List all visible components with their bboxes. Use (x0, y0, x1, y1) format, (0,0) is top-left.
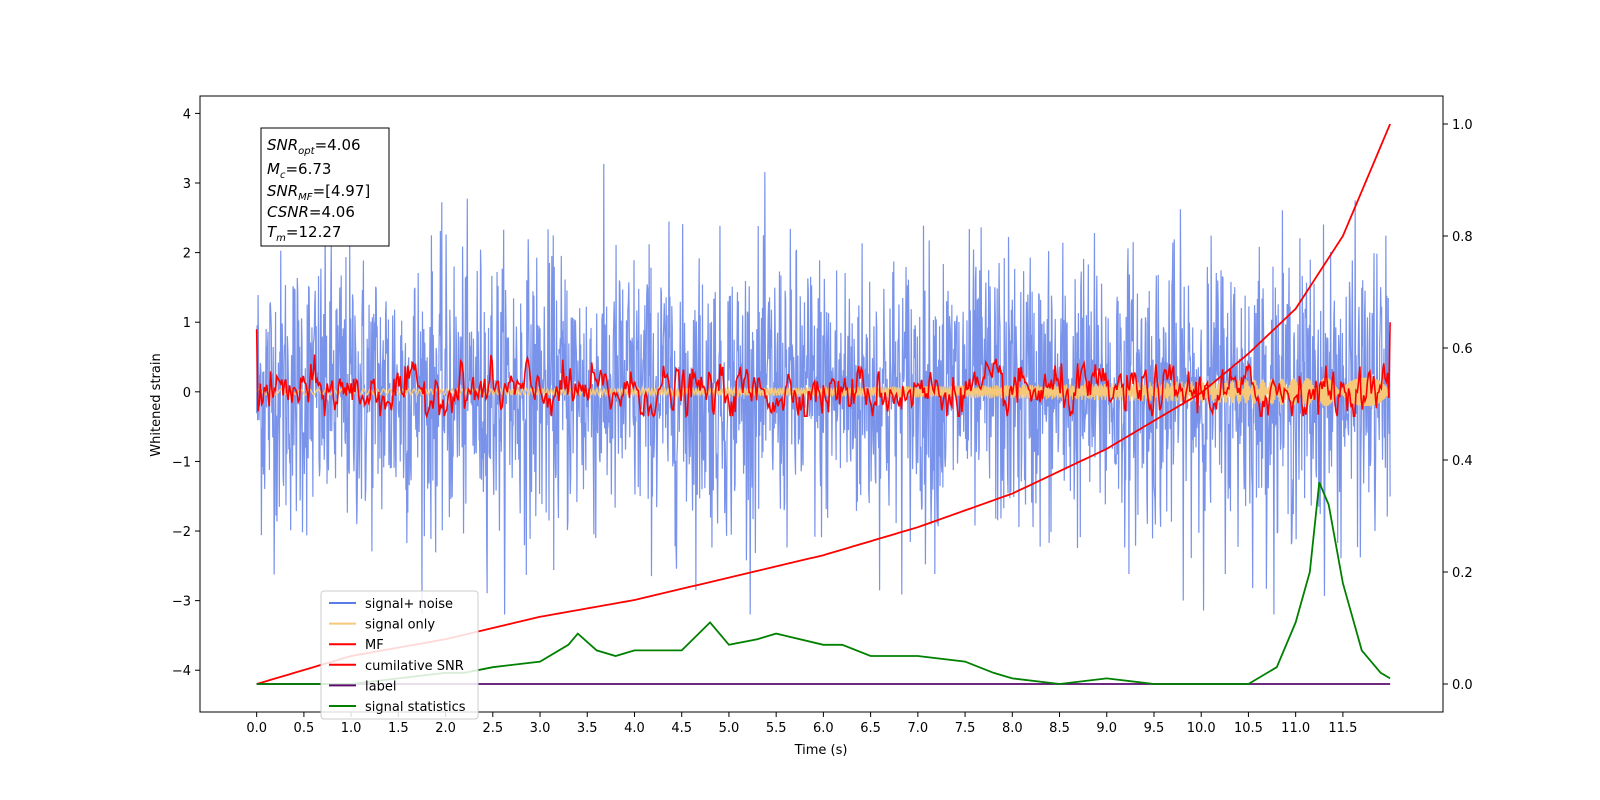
left-axis: −4 −3 −2 −1 0 1 2 3 4 (172, 107, 200, 679)
y2-tick-label: 0.0 (1452, 678, 1473, 693)
x-tick-label: 11.0 (1281, 721, 1310, 736)
legend-frame (320, 590, 479, 720)
y-tick-label: −1 (172, 455, 191, 470)
x-tick-label: 10.0 (1187, 721, 1216, 736)
x-tick-label: 9.0 (1096, 721, 1117, 736)
y-axis-label: Whitened strain (149, 353, 164, 456)
y2-tick-label: 1.0 (1452, 118, 1473, 133)
legend-label: cumilative SNR (365, 659, 464, 674)
info-snr-mf: SNRMF=[4.97] (267, 182, 370, 203)
info-box-frame (260, 127, 390, 247)
x-axis: 0.0 0.5 1.0 1.5 2.0 2.5 3.0 3.5 4.0 4.5 5.0 5.5 6.0 6… (246, 712, 1357, 736)
right-axis: 0.0 0.2 0.4 0.6 0.8 1.0 (1443, 118, 1473, 693)
info-mc: Mc=6.73 (267, 160, 331, 181)
x-tick-label: 8.5 (1049, 721, 1070, 736)
x-tick-label: 10.5 (1234, 721, 1263, 736)
y-tick-label: −4 (172, 664, 191, 679)
x-tick-label: 11.5 (1328, 721, 1357, 736)
series-signal-statistics (256, 482, 1391, 685)
x-tick-label: 5.5 (766, 721, 787, 736)
y2-tick-label: 0.6 (1452, 342, 1473, 357)
x-tick-label: 4.0 (624, 721, 645, 736)
x-tick-label: 6.0 (813, 721, 834, 736)
x-tick-label: 3.0 (530, 721, 551, 736)
legend-label: label (365, 679, 396, 694)
info-csnr: CSNR=4.06 (267, 203, 355, 221)
x-tick-label: 3.5 (577, 721, 598, 736)
y-tick-label: 2 (183, 247, 191, 262)
legend-label: signal statistics (365, 700, 466, 715)
x-tick-label: 2.0 (435, 721, 456, 736)
y-tick-label: 1 (183, 316, 191, 331)
x-tick-label: 5.0 (719, 721, 740, 736)
y-tick-label: 4 (183, 107, 191, 122)
x-tick-label: 9.5 (1144, 721, 1165, 736)
x-tick-label: 0.0 (246, 721, 267, 736)
y2-tick-label: 0.4 (1452, 454, 1473, 469)
legend-label: signal only (365, 618, 435, 633)
x-axis-label: Time (s) (794, 743, 848, 758)
x-tick-label: 8.0 (1002, 721, 1023, 736)
info-box: SNRopt=4.06 Mc=6.73 SNRMF=[4.97] CSNR=4.… (260, 127, 390, 247)
y-tick-label: 0 (183, 386, 191, 401)
y-tick-label: −3 (172, 595, 191, 610)
info-snr-opt: SNRopt=4.06 (267, 136, 361, 157)
x-tick-label: 4.5 (671, 721, 692, 736)
info-csnr-value: 4.06 (322, 203, 355, 221)
y2-tick-label: 0.8 (1452, 230, 1473, 245)
legend-label: signal+ noise (365, 597, 453, 612)
x-tick-label: 7.5 (955, 721, 976, 736)
plot-frame (199, 95, 1444, 713)
info-tm: Tm=12.27 (267, 223, 341, 244)
x-tick-label: 1.5 (388, 721, 409, 736)
x-tick-label: 7.0 (907, 721, 928, 736)
y-tick-label: 3 (183, 177, 191, 192)
x-tick-label: 6.5 (860, 721, 881, 736)
x-tick-label: 1.0 (341, 721, 362, 736)
x-tick-label: 2.5 (482, 721, 503, 736)
y2-tick-label: 0.2 (1452, 566, 1473, 581)
info-snr-mf-value: [4.97] (325, 182, 370, 200)
info-tm-value: 12.27 (299, 223, 342, 241)
info-mc-value: 6.73 (298, 160, 331, 178)
legend-label: MF (365, 638, 384, 653)
legend: signal+ noise signal only MF cumilative SNR… (320, 590, 479, 720)
x-tick-label: 0.5 (294, 721, 315, 736)
y-tick-label: −2 (172, 525, 191, 540)
series-signal-noise (256, 163, 1391, 615)
info-snr-opt-value: 4.06 (327, 136, 360, 154)
